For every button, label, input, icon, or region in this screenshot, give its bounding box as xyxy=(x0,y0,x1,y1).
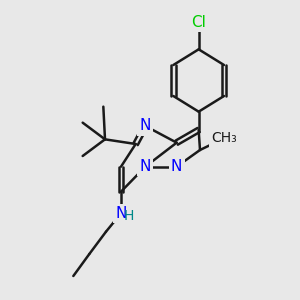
Text: N: N xyxy=(140,159,151,174)
Text: N: N xyxy=(171,159,182,174)
Text: N: N xyxy=(115,206,127,221)
Text: H: H xyxy=(123,209,134,223)
Text: Cl: Cl xyxy=(191,15,206,30)
Text: CH₃: CH₃ xyxy=(211,131,237,145)
Text: N: N xyxy=(140,118,151,134)
